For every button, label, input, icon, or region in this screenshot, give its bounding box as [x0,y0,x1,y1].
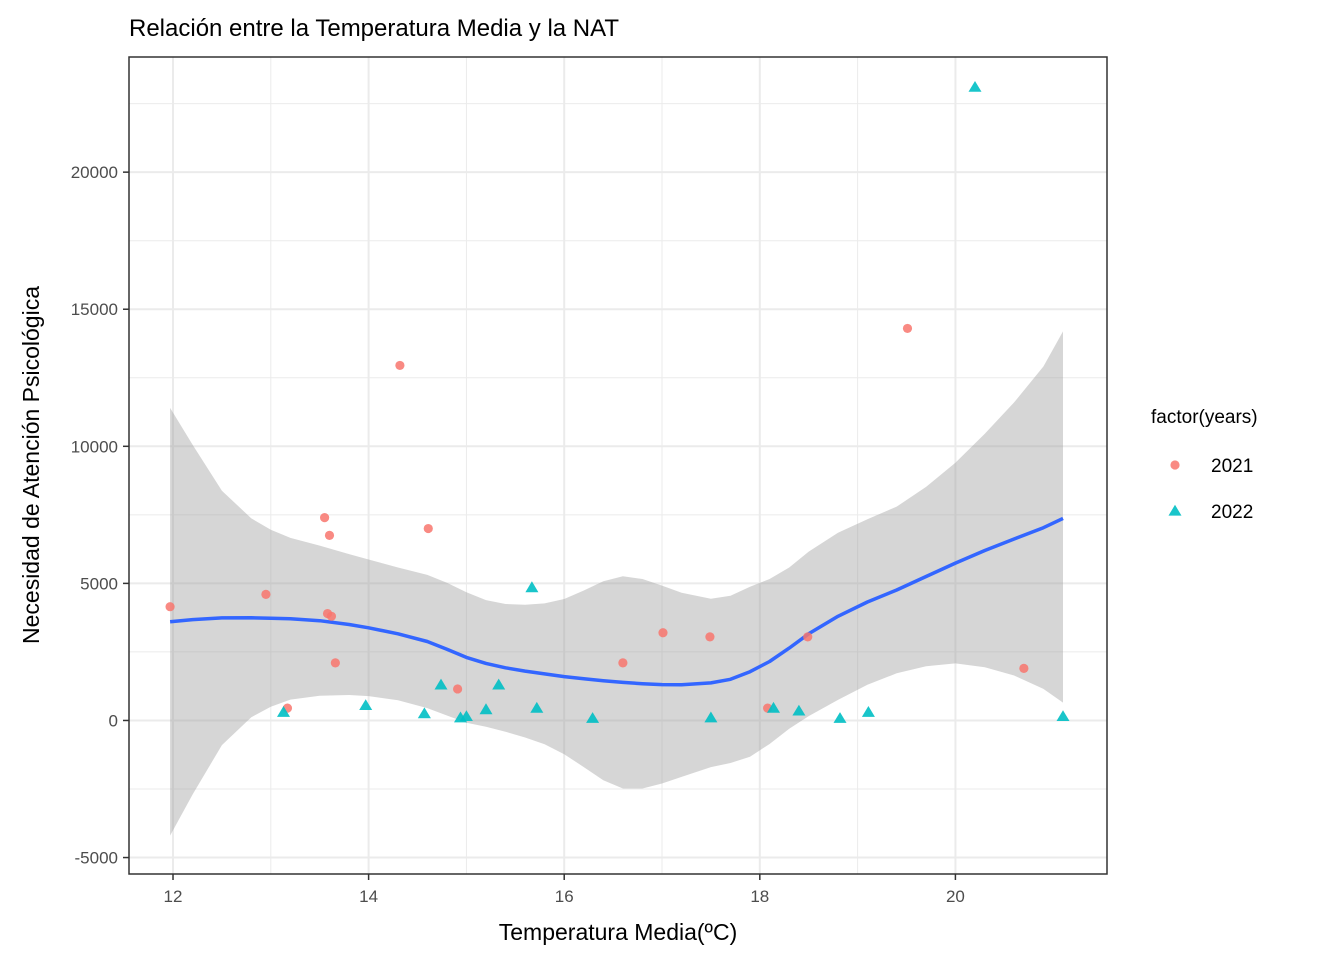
y-axis-title: Necesidad de Atención Psicológica [18,286,44,644]
data-point-2022 [833,712,847,723]
data-point-2022 [479,703,493,715]
data-point-2021 [395,360,405,371]
legend-label-2022: 2022 [1211,502,1253,523]
data-point-2022 [459,710,473,721]
x-tick-label: 18 [750,887,769,906]
chart-title: Relación entre la Temperatura Media y la… [129,15,619,42]
grid-layer [129,57,1107,874]
x-tick-label: 20 [946,887,965,906]
confidence-band [170,331,1064,836]
tick-layer: 12 14 16 18 20 -5000 0 5000 10000 15000 20000 [71,163,965,906]
data-point-2022 [704,711,718,723]
data-point-2022 [417,707,431,719]
smooth-line-layer [169,516,1064,687]
data-point-2021 [1019,663,1029,673]
y-tick-label: 20000 [71,163,118,182]
y-tick-label: -5000 [75,849,118,868]
data-point-2021 [423,523,433,534]
legend-marker-2022 [1168,504,1182,516]
data-point-2021 [658,628,668,638]
data-point-2021 [261,589,271,599]
x-tick-label: 12 [164,887,183,906]
point-layer [165,81,1070,723]
legend-label-2021: 2021 [1211,456,1253,477]
legend-key-2022 [1168,504,1182,516]
panel-background [129,57,1107,874]
confidence-band-layer [170,331,1064,836]
data-point-2022 [530,701,544,713]
data-point-2021 [618,658,628,668]
x-tick-label: 14 [359,887,378,906]
x-axis-title: Temperatura Media(ºC) [499,919,737,945]
data-point-2022 [968,81,982,92]
y-tick-label: 15000 [71,300,118,319]
smooth-line [169,516,1064,687]
data-point-2021 [453,684,463,694]
data-point-2021 [902,323,913,334]
y-tick-label: 5000 [80,574,118,593]
data-point-2022 [434,678,448,690]
legend-key-2021 [1170,460,1180,470]
y-tick-label: 10000 [71,437,118,456]
data-point-2021 [320,512,330,523]
legend-title: factor(years) [1151,407,1258,428]
data-point-2021 [165,602,175,612]
data-point-2021 [330,658,340,668]
y-tick-label: 0 [109,711,118,730]
data-point-2021 [324,530,335,541]
data-point-2022 [492,678,506,690]
panel-border [128,56,1108,875]
data-point-2022 [792,704,806,716]
data-point-2021 [705,632,715,642]
data-point-2022 [861,706,875,717]
data-point-2022 [767,701,780,713]
legend: factor(years) 2021 2022 [1151,407,1258,523]
data-point-2021 [803,632,813,642]
legend-marker-2021 [1170,460,1180,470]
data-point-2021 [326,611,337,621]
data-point-2022 [359,699,373,710]
x-tick-label: 16 [555,887,574,906]
data-point-2022 [1056,710,1070,721]
data-point-2022 [277,706,290,717]
data-point-2022 [586,712,600,723]
data-point-2022 [525,581,539,593]
